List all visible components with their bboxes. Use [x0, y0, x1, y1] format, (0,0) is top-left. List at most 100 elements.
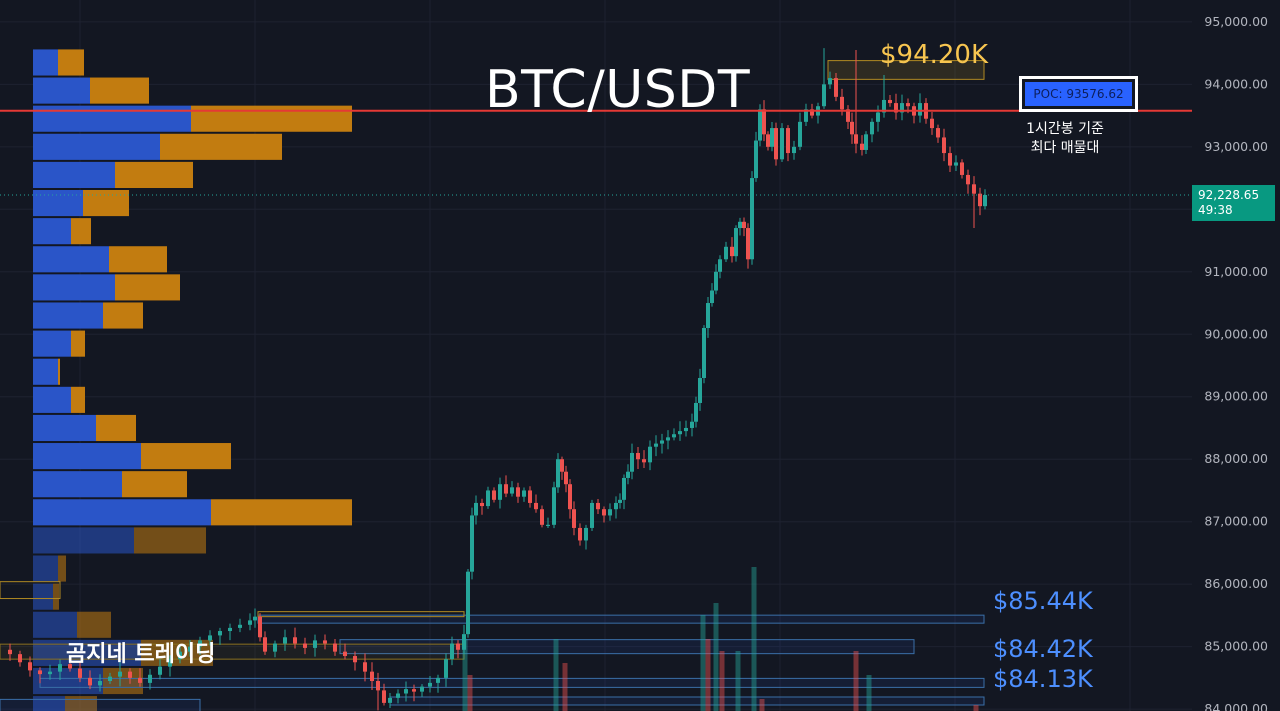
- candle-body: [474, 502, 478, 516]
- candle-body: [48, 671, 52, 675]
- vp-sell-bar: [58, 555, 66, 582]
- candle-body: [918, 103, 922, 116]
- candle-body: [614, 502, 618, 510]
- candle-body: [822, 84, 826, 107]
- candle-body: [8, 649, 12, 655]
- candle-body: [942, 137, 946, 154]
- candle-body: [528, 490, 532, 503]
- candle-body: [388, 697, 392, 703]
- candle-body: [770, 128, 774, 147]
- poc-note-line-2: 최다 매물대: [1030, 140, 1100, 156]
- level-zone: [389, 696, 985, 706]
- level-zone: [0, 698, 201, 711]
- candle-body: [370, 671, 374, 682]
- candle-body: [376, 681, 380, 691]
- reference-lines: [0, 109, 1192, 196]
- vp-sell-bar: [141, 443, 231, 470]
- vp-sell-bar: [191, 105, 352, 132]
- candle-body: [828, 78, 832, 85]
- candle-body: [894, 103, 898, 113]
- vp-buy-bar: [33, 189, 83, 217]
- candle-body: [572, 509, 576, 528]
- candle-body: [882, 99, 886, 113]
- candle-body: [846, 109, 850, 122]
- candle-body: [158, 666, 162, 675]
- candle-body: [18, 654, 22, 663]
- vp-sell-bar: [83, 189, 129, 217]
- poc-note: 1시간봉 기준 최다 매물대: [1000, 120, 1130, 158]
- level-label-2: $84.42K: [993, 635, 1093, 663]
- vp-buy-bar: [33, 386, 71, 413]
- candle-body: [786, 128, 790, 154]
- candle-body: [584, 527, 588, 541]
- volume-bar: [553, 639, 559, 711]
- y-tick-label: 90,000.00: [1204, 326, 1268, 341]
- vp-sell-bar: [115, 274, 180, 301]
- candle-body: [654, 443, 658, 447]
- vp-sell-bar: [134, 527, 206, 554]
- volume-bar: [562, 663, 568, 711]
- vp-buy-bar: [33, 499, 211, 526]
- candle-body: [608, 509, 612, 516]
- candle-body: [552, 487, 556, 525]
- candle-body: [238, 624, 242, 628]
- candle-body: [798, 121, 802, 147]
- candle-body: [450, 643, 454, 660]
- volume-bar: [700, 615, 706, 711]
- y-tick-label: 91,000.00: [1204, 264, 1268, 279]
- vp-buy-bar: [33, 274, 115, 301]
- candle-body: [750, 178, 754, 260]
- vp-buy-bar: [33, 358, 58, 385]
- candle-body: [148, 674, 152, 683]
- candle-body: [178, 651, 182, 660]
- candle-body: [522, 490, 526, 497]
- candle-body: [758, 109, 762, 141]
- vp-buy-bar: [33, 527, 134, 554]
- candle-body: [714, 271, 718, 291]
- candle-body: [510, 487, 514, 494]
- vp-sell-bar: [211, 499, 352, 526]
- volume-bar: [705, 639, 711, 711]
- volume-bar: [866, 675, 872, 711]
- candle-body: [462, 634, 466, 650]
- candle-body: [313, 640, 317, 648]
- candle-body: [718, 259, 722, 272]
- volume-bar: [759, 699, 765, 711]
- candle-body: [323, 640, 327, 644]
- y-tick-label: 93,000.00: [1204, 139, 1268, 154]
- candle-body: [900, 103, 904, 113]
- candle-body: [754, 140, 758, 179]
- candle-body: [480, 502, 484, 507]
- candle-body: [888, 99, 892, 104]
- volume-bar: [853, 651, 859, 711]
- chart-title: BTC/USDT: [485, 60, 751, 120]
- vp-buy-bar: [33, 218, 71, 245]
- vp-buy-bar: [33, 414, 96, 442]
- poc-label-box: POC: 93576.62: [1019, 76, 1138, 112]
- y-tick-label: 89,000.00: [1204, 389, 1268, 404]
- candle-body: [948, 153, 952, 166]
- candle-countdown: 49:38: [1198, 203, 1233, 217]
- candle-body: [648, 446, 652, 463]
- candle-body: [540, 509, 544, 525]
- level-label-1: $85.44K: [993, 587, 1093, 615]
- candle-body: [690, 421, 694, 428]
- vp-sell-bar: [77, 611, 111, 638]
- vp-buy-bar: [33, 77, 90, 104]
- candlesticks: [8, 48, 987, 711]
- y-tick-label: 94,000.00: [1204, 76, 1268, 91]
- vp-sell-bar: [71, 218, 91, 245]
- candle-body: [428, 682, 432, 687]
- candle-body: [420, 686, 424, 692]
- candle-body: [870, 121, 874, 135]
- candle-body: [954, 162, 958, 166]
- candle-body: [622, 477, 626, 500]
- current-price: 92,228.65: [1198, 188, 1260, 202]
- vp-sell-bar: [58, 49, 84, 76]
- vp-buy-bar: [33, 49, 58, 76]
- candle-body: [966, 174, 970, 185]
- candle-body: [253, 616, 257, 621]
- level-zone: [339, 639, 915, 655]
- candle-body: [694, 402, 698, 422]
